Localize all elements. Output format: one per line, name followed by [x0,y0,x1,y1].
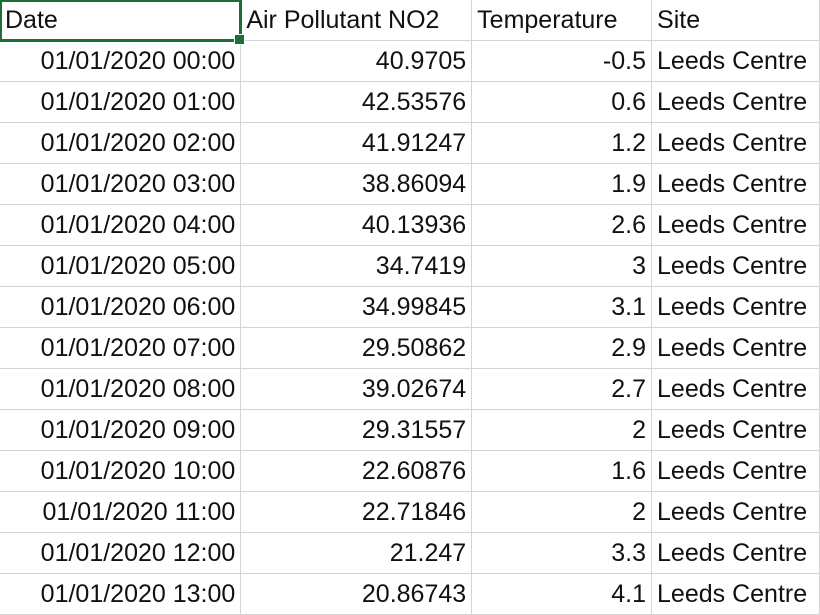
cell-temperature[interactable]: 1.6 [471,450,653,492]
table-row: 01/01/2020 08:00 39.02674 2.7 Leeds Centre [0,368,820,410]
cell-date[interactable]: 01/01/2020 10:00 [0,450,242,492]
cell-no2[interactable]: 40.13936 [240,204,473,246]
cell-site[interactable]: Leeds Centre [651,573,820,615]
cell-site[interactable]: Leeds Centre [651,532,820,574]
cell-temperature[interactable]: 2.7 [471,368,653,410]
cell-date[interactable]: 01/01/2020 02:00 [0,122,242,164]
table-row: 01/01/2020 03:00 38.86094 1.9 Leeds Centre [0,163,820,205]
table-row: 01/01/2020 05:00 34.7419 3 Leeds Centre [0,245,820,287]
header-row: Date Air Pollutant NO2 Temperature Site [0,0,820,42]
table-row: 01/01/2020 10:00 22.60876 1.6 Leeds Centre [0,450,820,492]
cell-date[interactable]: 01/01/2020 13:00 [0,573,242,615]
cell-site[interactable]: Leeds Centre [651,286,820,328]
cell-temperature[interactable]: 2.9 [471,327,653,369]
cell-no2[interactable]: 42.53576 [240,81,473,123]
cell-site[interactable]: Leeds Centre [651,409,820,451]
header-cell-site[interactable]: Site [651,0,820,41]
cell-no2[interactable]: 39.02674 [240,368,473,410]
cell-temperature[interactable]: 3.1 [471,286,653,328]
cell-no2[interactable]: 40.9705 [240,40,473,82]
table-row: 01/01/2020 01:00 42.53576 0.6 Leeds Centre [0,81,820,123]
cell-temperature[interactable]: 0.6 [471,81,653,123]
table-row: 01/01/2020 09:00 29.31557 2 Leeds Centre [0,409,820,451]
cell-site[interactable]: Leeds Centre [651,327,820,369]
cell-temperature[interactable]: 2.6 [471,204,653,246]
cell-no2[interactable]: 38.86094 [240,163,473,205]
cell-no2[interactable]: 22.71846 [240,491,473,533]
cell-date[interactable]: 01/01/2020 00:00 [0,40,242,82]
cell-temperature[interactable]: 1.2 [471,122,653,164]
cell-temperature[interactable]: 4.1 [471,573,653,615]
cell-site[interactable]: Leeds Centre [651,204,820,246]
cell-date[interactable]: 01/01/2020 11:00 [0,491,242,533]
cell-no2[interactable]: 21.247 [240,532,473,574]
cell-temperature[interactable]: 2 [471,491,653,533]
cell-no2[interactable]: 29.31557 [240,409,473,451]
fill-handle[interactable] [234,34,245,45]
table-row: 01/01/2020 04:00 40.13936 2.6 Leeds Centre [0,204,820,246]
cell-temperature[interactable]: 2 [471,409,653,451]
cell-site[interactable]: Leeds Centre [651,163,820,205]
cell-no2[interactable]: 29.50862 [240,327,473,369]
cell-site[interactable]: Leeds Centre [651,122,820,164]
cell-date[interactable]: 01/01/2020 01:00 [0,81,242,123]
table-row: 01/01/2020 06:00 34.99845 3.1 Leeds Centre [0,286,820,328]
table-row: 01/01/2020 11:00 22.71846 2 Leeds Centre [0,491,820,533]
table-row: 01/01/2020 00:00 40.9705 -0.5 Leeds Centre [0,40,820,82]
cell-site[interactable]: Leeds Centre [651,491,820,533]
cell-no2[interactable]: 41.91247 [240,122,473,164]
cell-no2[interactable]: 20.86743 [240,573,473,615]
cell-date[interactable]: 01/01/2020 09:00 [0,409,242,451]
header-cell-no2[interactable]: Air Pollutant NO2 [240,0,473,41]
cell-date[interactable]: 01/01/2020 12:00 [0,532,242,574]
header-cell-date[interactable]: Date [0,0,242,42]
header-cell-temperature[interactable]: Temperature [471,0,653,41]
cell-date[interactable]: 01/01/2020 06:00 [0,286,242,328]
cell-site[interactable]: Leeds Centre [651,40,820,82]
cell-no2[interactable]: 34.99845 [240,286,473,328]
cell-temperature[interactable]: -0.5 [471,40,653,82]
cell-temperature[interactable]: 3.3 [471,532,653,574]
cell-date[interactable]: 01/01/2020 03:00 [0,163,242,205]
cell-site[interactable]: Leeds Centre [651,368,820,410]
cell-temperature[interactable]: 3 [471,245,653,287]
cell-temperature[interactable]: 1.9 [471,163,653,205]
cell-date[interactable]: 01/01/2020 05:00 [0,245,242,287]
cell-site[interactable]: Leeds Centre [651,450,820,492]
cell-no2[interactable]: 34.7419 [240,245,473,287]
cell-site[interactable]: Leeds Centre [651,245,820,287]
table-row: 01/01/2020 13:00 20.86743 4.1 Leeds Centre [0,573,820,615]
table-row: 01/01/2020 12:00 21.247 3.3 Leeds Centre [0,532,820,574]
cell-date[interactable]: 01/01/2020 08:00 [0,368,242,410]
cell-site[interactable]: Leeds Centre [651,81,820,123]
cell-date[interactable]: 01/01/2020 04:00 [0,204,242,246]
cell-date[interactable]: 01/01/2020 07:00 [0,327,242,369]
table-row: 01/01/2020 02:00 41.91247 1.2 Leeds Centre [0,122,820,164]
table-row: 01/01/2020 07:00 29.50862 2.9 Leeds Centre [0,327,820,369]
cell-no2[interactable]: 22.60876 [240,450,473,492]
